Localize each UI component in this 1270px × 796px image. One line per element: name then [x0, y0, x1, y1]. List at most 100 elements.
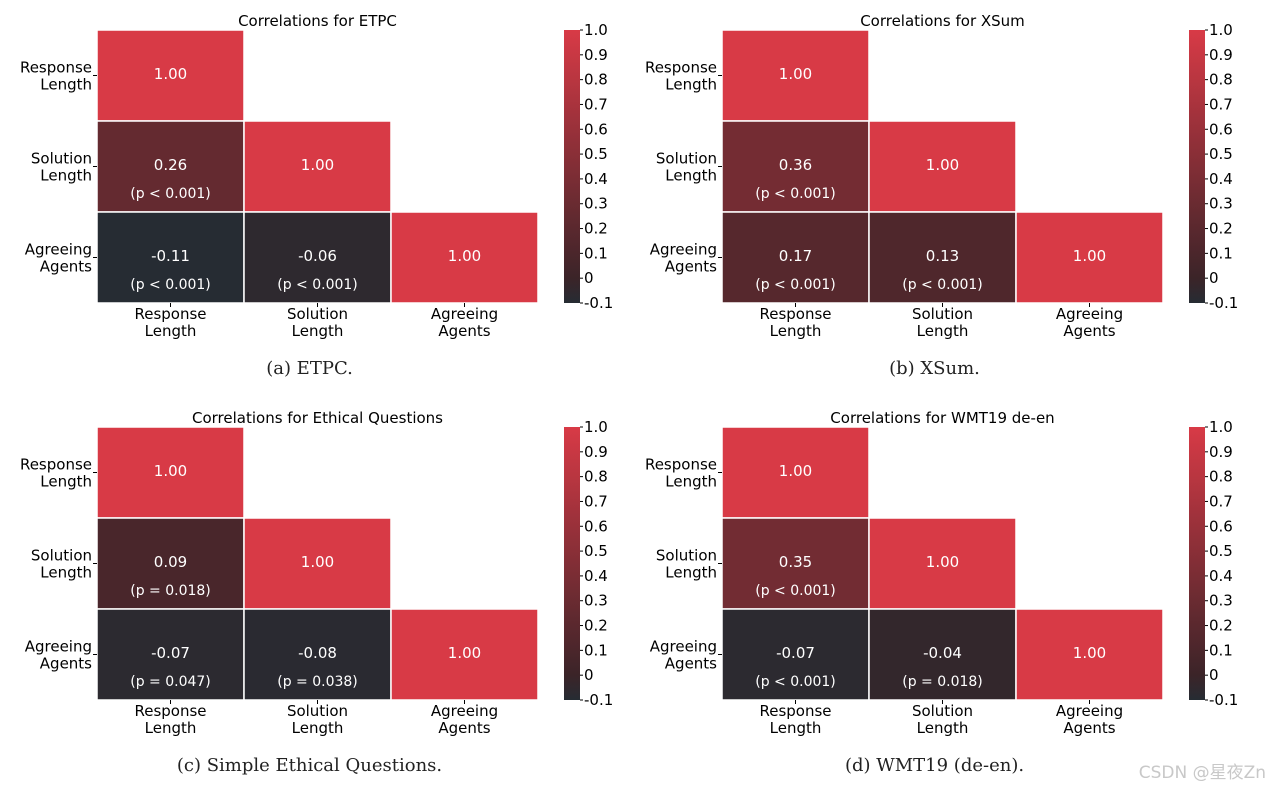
- y-tick-label: Response Length: [20, 59, 92, 94]
- heatmap-cell: [1015, 608, 1164, 701]
- cell-value-label: 1.00: [779, 65, 812, 83]
- colorbar-tick-label: 0.5: [1209, 145, 1233, 163]
- cell-pvalue-label: (p = 0.018): [130, 583, 211, 599]
- colorbar-tick-label: -0.1: [1209, 691, 1238, 709]
- cell-value-label: 1.00: [1073, 644, 1106, 662]
- heatmap-cell: [390, 211, 539, 304]
- colorbar-tick-label: 0.8: [584, 468, 608, 486]
- colorbar: [564, 427, 580, 700]
- heatmap-cell: [96, 120, 245, 213]
- cell-value-label: 1.00: [154, 462, 187, 480]
- x-tick-label: Solution Length: [912, 305, 973, 340]
- cell-pvalue-label: (p < 0.001): [755, 674, 836, 690]
- heatmap-cell: [868, 120, 1017, 213]
- heatmap-cell: [96, 211, 245, 304]
- colorbar-tick-label: 0.3: [584, 195, 608, 213]
- colorbar-tick-label: 1.0: [1209, 21, 1233, 39]
- colorbar-tick-label: 0: [1209, 269, 1219, 287]
- heatmap-cell: [721, 426, 870, 519]
- heatmap-panel: Correlations for WMT19 de-en 1.00 0.35 (p <…: [645, 409, 1238, 776]
- x-tick-label: Response Length: [134, 702, 206, 737]
- heatmap-cell: [868, 608, 1017, 701]
- colorbar-tick-label: -0.1: [1209, 294, 1238, 312]
- cell-value-label: -0.06: [298, 247, 337, 265]
- panel-caption: (a) ETPC.: [266, 358, 353, 379]
- cell-value-label: 0.35: [779, 553, 812, 571]
- colorbar-tick-label: 0.5: [584, 542, 608, 560]
- colorbar-tick-label: -0.1: [584, 691, 613, 709]
- colorbar-tick-label: 0.7: [1209, 492, 1233, 510]
- watermark: CSDN @星夜Zn: [1139, 763, 1266, 783]
- cell-pvalue-label: (p = 0.018): [902, 674, 983, 690]
- colorbar-tick-label: 0.6: [1209, 517, 1233, 535]
- panel-caption: (c) Simple Ethical Questions.: [177, 755, 442, 776]
- colorbar-tick-label: 0.4: [584, 170, 608, 188]
- x-tick-label: Agreeing Agents: [431, 702, 498, 737]
- cell-value-label: 1.00: [926, 156, 959, 174]
- cell-value-label: 1.00: [301, 553, 334, 571]
- y-tick-label: Agreeing Agents: [25, 241, 92, 276]
- cell-value-label: 0.09: [154, 553, 187, 571]
- cell-value-label: 0.26: [154, 156, 187, 174]
- colorbar-tick-label: 1.0: [584, 418, 608, 436]
- colorbar-tick-label: 0.3: [1209, 195, 1233, 213]
- colorbar-tick-label: 0.5: [1209, 542, 1233, 560]
- cell-value-label: 1.00: [926, 553, 959, 571]
- colorbar-tick-label: 0.9: [1209, 443, 1233, 461]
- colorbar-tick-label: 0.3: [584, 592, 608, 610]
- colorbar-tick-label: 0.6: [584, 120, 608, 138]
- chart-title: Correlations for XSum: [860, 12, 1025, 30]
- cell-pvalue-label: (p < 0.001): [902, 277, 983, 293]
- colorbar-tick-label: 1.0: [584, 21, 608, 39]
- chart-title: Correlations for Ethical Questions: [192, 409, 443, 427]
- x-tick-label: Agreeing Agents: [431, 305, 498, 340]
- colorbar-tick-label: 0.2: [1209, 220, 1233, 238]
- colorbar-tick-label: 0: [584, 269, 594, 287]
- y-tick-label: Solution Length: [656, 150, 717, 185]
- colorbar-tick-label: -0.1: [584, 294, 613, 312]
- colorbar-tick-label: 0.2: [584, 220, 608, 238]
- colorbar-tick-label: 0.7: [1209, 95, 1233, 113]
- heatmap-cell: [243, 517, 392, 610]
- x-tick-label: Solution Length: [287, 702, 348, 737]
- chart-title: Correlations for ETPC: [238, 12, 397, 30]
- heatmap-cell: [243, 211, 392, 304]
- y-tick-label: Agreeing Agents: [650, 638, 717, 673]
- colorbar-tick-label: 0.6: [584, 517, 608, 535]
- cell-value-label: 1.00: [154, 65, 187, 83]
- colorbar-tick-label: 0.9: [584, 46, 608, 64]
- colorbar-tick-label: 0: [584, 666, 594, 684]
- heatmap-cell: [868, 517, 1017, 610]
- panel-caption: (b) XSum.: [889, 358, 980, 379]
- colorbar-tick-label: 0.1: [584, 244, 608, 262]
- cell-value-label: 1.00: [448, 247, 481, 265]
- colorbar: [1189, 427, 1205, 700]
- heatmap-panel: Correlations for Ethical Questions1.000.…: [20, 409, 613, 776]
- colorbar-tick-label: 0.9: [1209, 46, 1233, 64]
- cell-value-label: -0.11: [151, 247, 190, 265]
- cell-value-label: 1.00: [448, 644, 481, 662]
- colorbar-tick-label: 0.8: [1209, 71, 1233, 89]
- cell-pvalue-label: (p = 0.038): [277, 674, 358, 690]
- colorbar: [564, 30, 580, 303]
- cell-value-label: 1.00: [301, 156, 334, 174]
- heatmap-cell: [243, 120, 392, 213]
- chart-title: Correlations for WMT19 de-en: [830, 409, 1054, 427]
- cell-pvalue-label: (p < 0.001): [130, 277, 211, 293]
- cell-value-label: 0.36: [779, 156, 812, 174]
- colorbar-tick-label: 0.8: [584, 71, 608, 89]
- x-tick-label: Agreeing Agents: [1056, 702, 1123, 737]
- heatmap-cell: [96, 426, 245, 519]
- colorbar-tick-label: 0.7: [584, 95, 608, 113]
- colorbar-tick-label: 0.9: [584, 443, 608, 461]
- heatmap-cell: [96, 517, 245, 610]
- cell-pvalue-label: (p < 0.001): [277, 277, 358, 293]
- colorbar-tick-label: 0.3: [1209, 592, 1233, 610]
- colorbar: [1189, 30, 1205, 303]
- heatmap-cell: [96, 29, 245, 122]
- cell-pvalue-label: (p < 0.001): [130, 186, 211, 202]
- colorbar-tick-label: 0.6: [1209, 120, 1233, 138]
- y-tick-label: Solution Length: [31, 150, 92, 185]
